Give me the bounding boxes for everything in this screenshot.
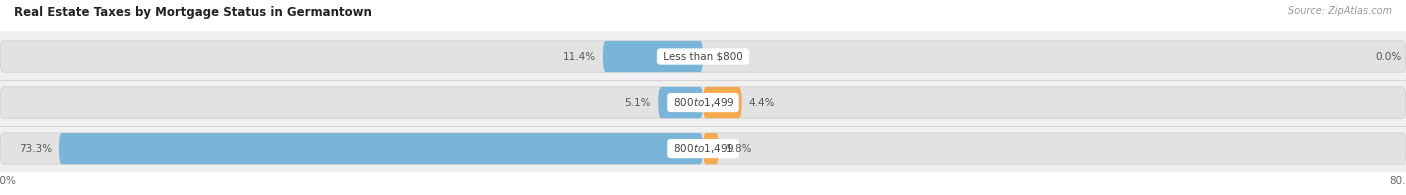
FancyBboxPatch shape xyxy=(703,87,742,118)
FancyBboxPatch shape xyxy=(603,41,703,72)
Text: 11.4%: 11.4% xyxy=(562,51,596,61)
Text: 0.0%: 0.0% xyxy=(1375,51,1402,61)
Text: 4.4%: 4.4% xyxy=(749,98,775,108)
FancyBboxPatch shape xyxy=(0,41,1406,72)
Text: Less than $800: Less than $800 xyxy=(659,51,747,61)
Text: $800 to $1,499: $800 to $1,499 xyxy=(671,142,735,155)
FancyBboxPatch shape xyxy=(59,133,703,164)
Text: $800 to $1,499: $800 to $1,499 xyxy=(671,96,735,109)
Text: Source: ZipAtlas.com: Source: ZipAtlas.com xyxy=(1288,6,1392,16)
Text: 5.1%: 5.1% xyxy=(624,98,651,108)
FancyBboxPatch shape xyxy=(703,133,718,164)
FancyBboxPatch shape xyxy=(0,87,1406,118)
Text: 1.8%: 1.8% xyxy=(725,144,752,154)
Text: Real Estate Taxes by Mortgage Status in Germantown: Real Estate Taxes by Mortgage Status in … xyxy=(14,6,373,19)
FancyBboxPatch shape xyxy=(0,133,1406,164)
FancyBboxPatch shape xyxy=(658,87,703,118)
Text: 73.3%: 73.3% xyxy=(18,144,52,154)
